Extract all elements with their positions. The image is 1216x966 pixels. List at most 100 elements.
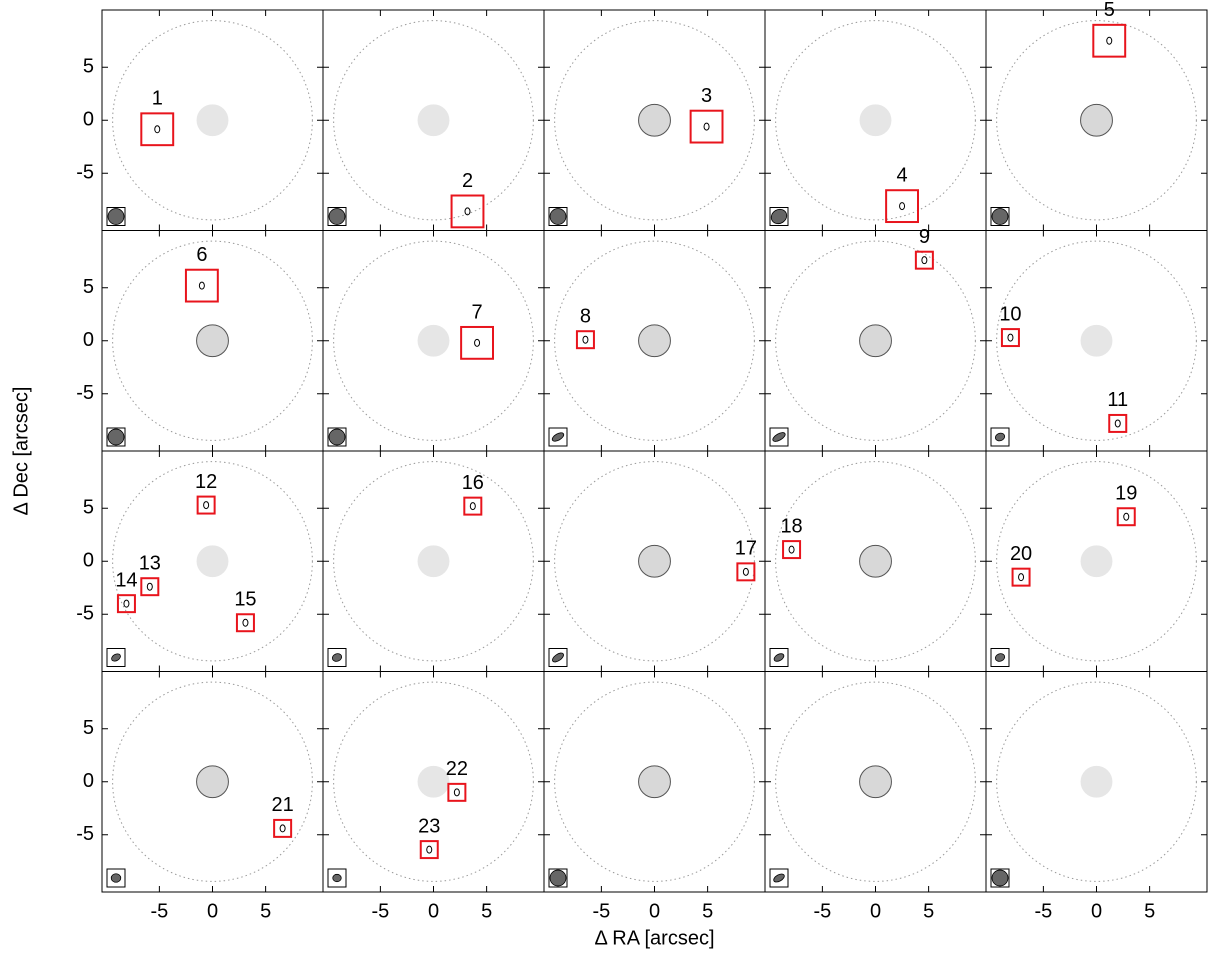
source-box bbox=[916, 252, 933, 269]
source-label: 16 bbox=[462, 472, 484, 494]
source-contour bbox=[155, 126, 160, 133]
source-box bbox=[783, 541, 800, 558]
x-tick-label: 5 bbox=[481, 900, 492, 922]
panel: 9 bbox=[765, 226, 986, 451]
source-box bbox=[1013, 569, 1030, 586]
source-label: 21 bbox=[272, 794, 294, 816]
source-label: 8 bbox=[580, 305, 591, 327]
panel: -5 0 5 bbox=[544, 672, 765, 923]
source-contour bbox=[743, 568, 748, 575]
y-tick-label: 0 bbox=[83, 770, 94, 792]
y-tick-label: -5 bbox=[76, 603, 94, 625]
source-box bbox=[141, 113, 173, 145]
panel: 1-505 bbox=[76, 10, 323, 231]
beam bbox=[108, 429, 124, 445]
center-source bbox=[418, 325, 450, 357]
source-box bbox=[691, 111, 723, 143]
source-label: 17 bbox=[735, 538, 757, 560]
source-contour bbox=[280, 825, 285, 832]
center-source bbox=[1081, 545, 1113, 577]
beam bbox=[551, 431, 565, 443]
center-source bbox=[1081, 766, 1113, 798]
x-tick-label: -5 bbox=[592, 900, 610, 922]
source-contour bbox=[147, 583, 152, 590]
beam bbox=[992, 209, 1008, 225]
x-tick-label: 5 bbox=[702, 900, 713, 922]
panel: 6-505 bbox=[76, 231, 323, 452]
source-contour bbox=[1115, 420, 1120, 427]
source-box bbox=[452, 196, 484, 228]
center-source bbox=[197, 325, 229, 357]
source-contour bbox=[124, 600, 129, 607]
source-label: 12 bbox=[195, 471, 217, 493]
panel: -505 bbox=[986, 672, 1207, 923]
x-tick-label: 5 bbox=[260, 900, 271, 922]
center-source bbox=[639, 104, 671, 136]
center-source bbox=[197, 545, 229, 577]
source-contour bbox=[475, 339, 480, 346]
source-contour bbox=[243, 619, 248, 626]
source-label: 6 bbox=[196, 244, 207, 266]
beam bbox=[329, 209, 345, 225]
source-contour bbox=[199, 282, 204, 289]
y-tick-label: -5 bbox=[76, 382, 94, 404]
beam bbox=[992, 870, 1008, 886]
center-source bbox=[418, 104, 450, 136]
source-label: 18 bbox=[780, 515, 802, 537]
source-label: 19 bbox=[1115, 483, 1137, 505]
beam bbox=[772, 872, 785, 883]
source-contour bbox=[583, 336, 588, 343]
source-box bbox=[198, 497, 215, 514]
panel: 5 bbox=[986, 0, 1207, 231]
panel: 18 bbox=[765, 451, 986, 672]
panel: 17 bbox=[544, 451, 765, 672]
panel: 12131415-505 bbox=[76, 451, 323, 672]
source-box bbox=[274, 820, 291, 837]
beam bbox=[994, 652, 1006, 662]
source-contour bbox=[1019, 574, 1024, 581]
x-axis-label: Δ RA [arcsec] bbox=[594, 927, 714, 949]
source-contour bbox=[470, 503, 475, 510]
source-box bbox=[1118, 508, 1135, 525]
source-contour bbox=[454, 789, 459, 796]
beam bbox=[110, 652, 121, 662]
source-label: 7 bbox=[472, 301, 483, 323]
y-tick-label: -5 bbox=[76, 823, 94, 845]
source-contour bbox=[1107, 37, 1112, 44]
x-tick-label: 0 bbox=[870, 900, 881, 922]
center-source bbox=[860, 325, 892, 357]
center-source bbox=[197, 766, 229, 798]
source-contour bbox=[704, 123, 709, 130]
center-source bbox=[639, 766, 671, 798]
source-contour bbox=[204, 502, 209, 509]
source-label: 4 bbox=[897, 164, 908, 186]
source-label: 3 bbox=[701, 85, 712, 107]
center-source bbox=[1081, 325, 1113, 357]
source-label: 13 bbox=[139, 552, 161, 574]
beam bbox=[108, 209, 124, 225]
source-box bbox=[886, 190, 918, 222]
beam bbox=[773, 652, 785, 663]
center-source bbox=[639, 325, 671, 357]
center-source bbox=[418, 766, 450, 798]
panel: 2 bbox=[323, 10, 544, 231]
page: {"chart_data": {"type": "cutouts", "xlab… bbox=[0, 0, 1216, 966]
source-label: 10 bbox=[999, 303, 1021, 325]
x-tick-label: 0 bbox=[1091, 900, 1102, 922]
beam bbox=[111, 874, 121, 882]
center-source bbox=[1081, 104, 1113, 136]
center-source bbox=[860, 545, 892, 577]
source-box bbox=[421, 841, 438, 858]
source-contour bbox=[900, 203, 905, 210]
beam bbox=[331, 652, 343, 662]
source-box bbox=[737, 563, 754, 580]
x-tick-label: 0 bbox=[649, 900, 660, 922]
center-source bbox=[860, 104, 892, 136]
panel: 16 bbox=[323, 451, 544, 672]
source-label: 15 bbox=[234, 589, 256, 611]
